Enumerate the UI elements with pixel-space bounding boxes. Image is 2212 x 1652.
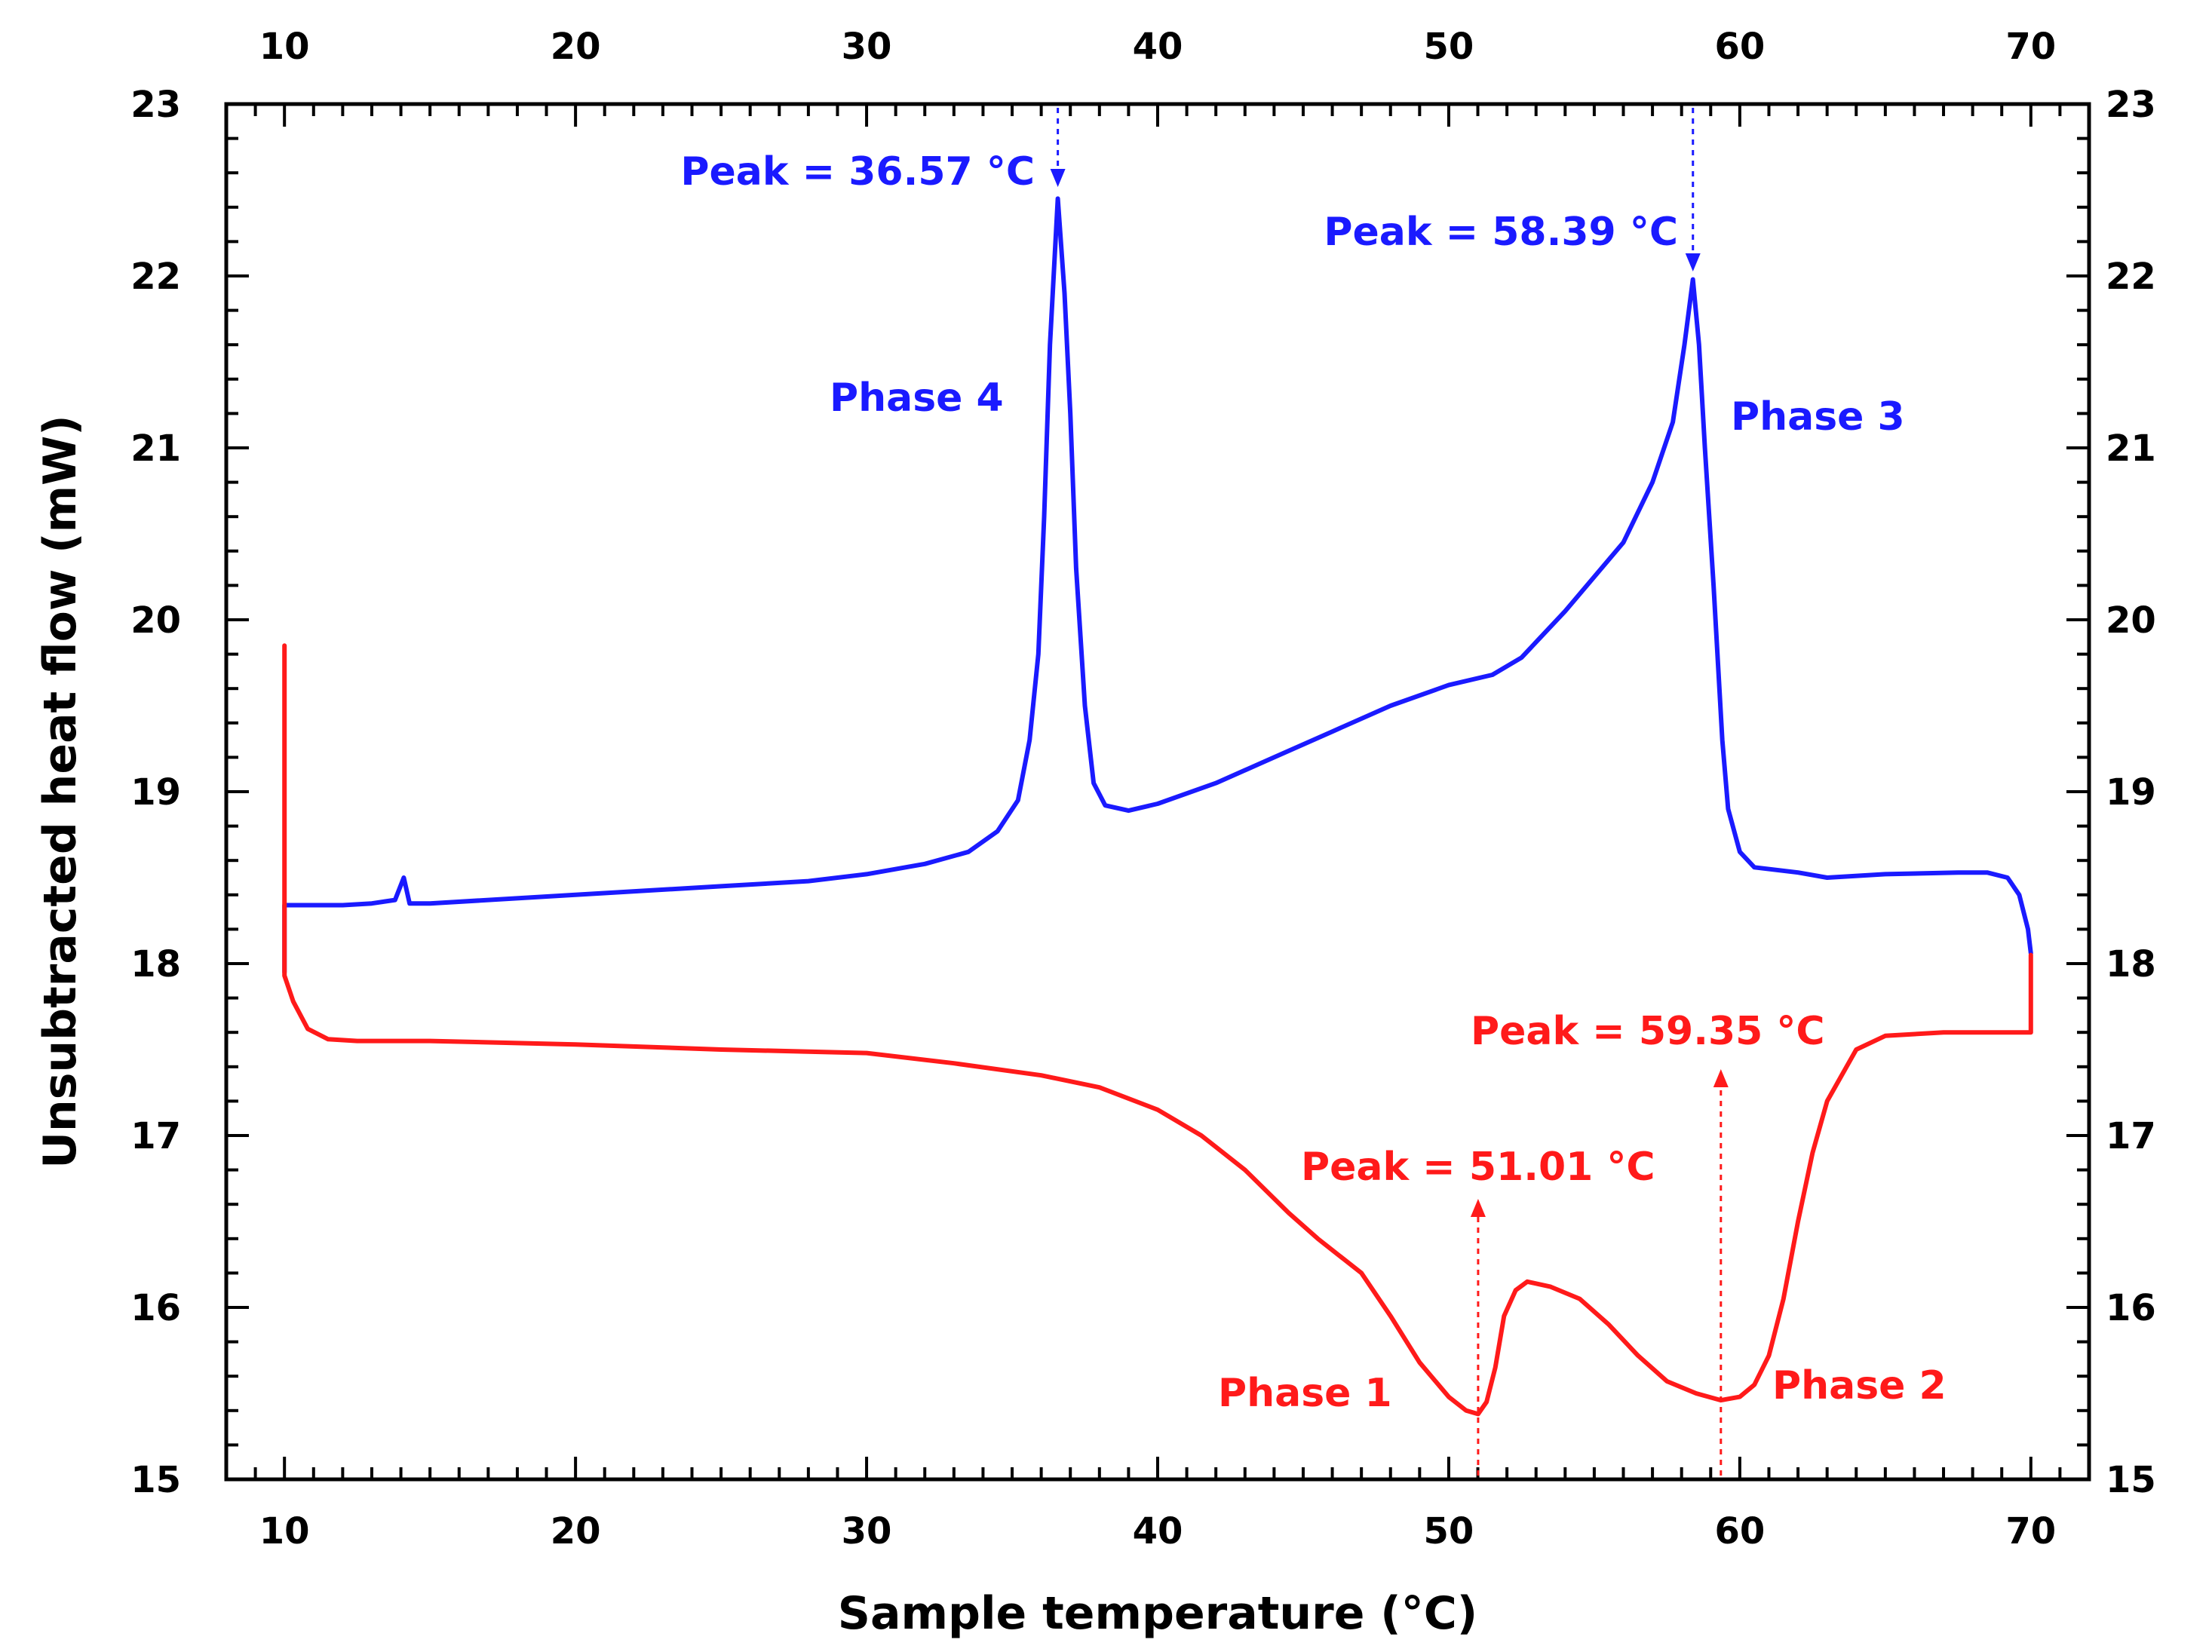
peak-58-39-marker-arrowhead [1685,253,1701,271]
x-tick-label-top: 20 [551,26,601,68]
series-line-cooling [282,643,2033,1417]
y-tick-label-right: 22 [2106,256,2156,298]
x-tick-label-bottom: 70 [2005,1510,2056,1552]
y-tick-label-right: 16 [2106,1287,2156,1329]
x-tick-label-top: 40 [1133,26,1183,68]
phase-1-label: Phase 1 [1218,1371,1392,1416]
y-tick-label-right: 15 [2106,1459,2156,1501]
y-tick-label-left: 18 [130,943,181,985]
peak-59-35-marker-arrowhead [1713,1069,1729,1087]
series-layer [282,196,2033,1417]
x-tick-label-top: 70 [2005,26,2056,68]
phase-3-label: Phase 3 [1731,394,1905,440]
y-axis-title: Unsubtracted heat flow (mW) [34,415,87,1168]
peak-label-58-39: Peak = 58.39 °C [1324,210,1678,255]
y-tick-label-right: 19 [2106,771,2156,814]
x-tick-label-bottom: 40 [1133,1510,1183,1552]
phase-2-label: Phase 2 [1772,1363,1947,1408]
peak-51-01-marker-arrowhead [1470,1199,1486,1217]
tick-labels: 10 10 20 20 30 30 40 40 50 50 60 60 70 70 15 15 16 16 17 17… [130,26,2156,1552]
x-tick-label-bottom: 50 [1424,1510,1474,1552]
peak-label-51-01: Peak = 51.01 °C [1301,1145,1655,1190]
y-tick-label-left: 19 [130,771,181,814]
peak-label-59-35: Peak = 59.35 °C [1471,1009,1825,1054]
x-tick-label-bottom: 30 [842,1510,892,1552]
y-tick-label-left: 20 [130,599,181,642]
x-axis-title: Sample temperature (°C) [838,1587,1477,1640]
peak-36-57-marker-arrowhead [1050,169,1066,187]
x-tick-label-top: 30 [842,26,892,68]
x-tick-label-bottom: 60 [1714,1510,1765,1552]
y-tick-label-right: 20 [2106,599,2156,642]
y-tick-label-right: 18 [2106,943,2156,985]
y-tick-label-right: 23 [2106,84,2156,126]
y-tick-label-left: 21 [130,428,181,470]
y-tick-label-right: 17 [2106,1115,2156,1157]
y-tick-label-right: 21 [2106,428,2156,470]
peak-markers [1050,108,1729,1476]
series-line-heating [282,196,2033,975]
y-tick-label-left: 16 [130,1287,181,1329]
x-tick-label-top: 10 [259,26,310,68]
x-tick-label-top: 50 [1424,26,1474,68]
x-tick-label-top: 60 [1714,26,1765,68]
peak-label-36-57: Peak = 36.57 °C [680,149,1035,195]
axis-ticks [225,103,2091,1481]
x-tick-label-bottom: 20 [551,1510,601,1552]
y-tick-label-left: 17 [130,1115,181,1157]
y-tick-label-left: 15 [130,1459,181,1501]
y-tick-label-left: 23 [130,84,181,126]
y-tick-label-left: 22 [130,256,181,298]
phase-4-label: Phase 4 [830,375,1004,421]
plot-frame [224,102,2091,1482]
x-tick-label-bottom: 10 [259,1510,310,1552]
